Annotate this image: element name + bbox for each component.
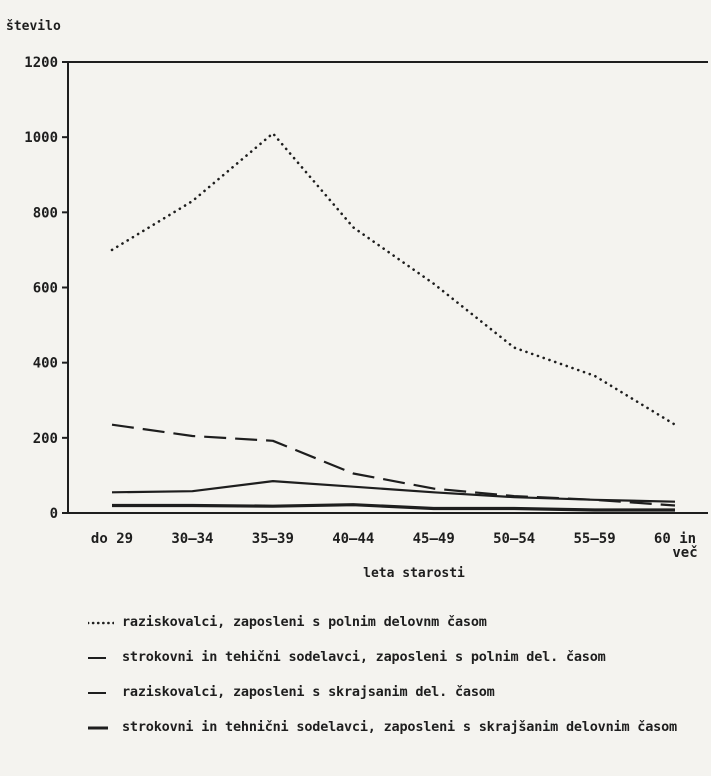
series-line-1 [110, 132, 677, 427]
legend-swatch-dotted [88, 621, 114, 625]
x-tick-label: 45–49 [413, 531, 455, 547]
y-tick-label: 0 [50, 506, 58, 522]
x-tick-label: 35–39 [252, 531, 294, 547]
legend-label: raziskovalci, zaposleni s skrajsanim del… [122, 684, 495, 700]
legend: raziskovalci, zaposleni s polnim delovnm… [88, 615, 708, 755]
y-tick-label: 600 [33, 281, 58, 297]
y-axis-label: število [6, 19, 61, 34]
legend-item-series-2: strokovni in tehični sodelavci, zaposlen… [88, 650, 708, 666]
x-tick-label: do 29 [91, 531, 133, 547]
y-tick-label: 400 [33, 356, 58, 372]
series-line-2 [111, 423, 676, 507]
y-tick-label: 800 [33, 205, 58, 221]
x-tick-label: 40–44 [332, 531, 374, 547]
legend-swatch-dashed [88, 657, 106, 659]
plot-area: 0 200 400 600 800 1000 1200 do 29 30–34 35–39 40–4… [24, 55, 708, 561]
y-tick-label: 1200 [24, 55, 58, 71]
x-axis-label: leta starosti [363, 566, 465, 581]
legend-label: raziskovalci, zaposleni s polnim delovnm… [122, 614, 487, 630]
y-tick-label: 200 [33, 431, 58, 447]
legend-item-series-1: raziskovalci, zaposleni s polnim delovnm… [88, 615, 708, 631]
legend-label: strokovni in tehnični sodelavci, zaposle… [122, 719, 677, 735]
x-tick-label: 55–59 [573, 531, 615, 547]
x-tick-label: 60 in [654, 531, 696, 547]
legend-swatch-solid-thin [88, 692, 106, 694]
legend-swatch-solid-thick [88, 726, 108, 730]
y-tick-label: 1000 [24, 130, 58, 146]
legend-item-series-3: raziskovalci, zaposleni s skrajsanim del… [88, 685, 708, 701]
series-line-3 [111, 480, 676, 503]
legend-item-series-4: strokovni in tehnični sodelavci, zaposle… [88, 720, 708, 736]
line-chart: število leta starosti 0 200 400 600 800 1000 1… [6, 19, 708, 581]
x-tick-label: 50–54 [493, 531, 535, 547]
x-tick-label-line2: več [672, 545, 697, 561]
x-tick-label: 30–34 [171, 531, 213, 547]
legend-label: strokovni in tehični sodelavci, zaposlen… [122, 649, 606, 665]
series-line-4 [112, 503, 675, 512]
